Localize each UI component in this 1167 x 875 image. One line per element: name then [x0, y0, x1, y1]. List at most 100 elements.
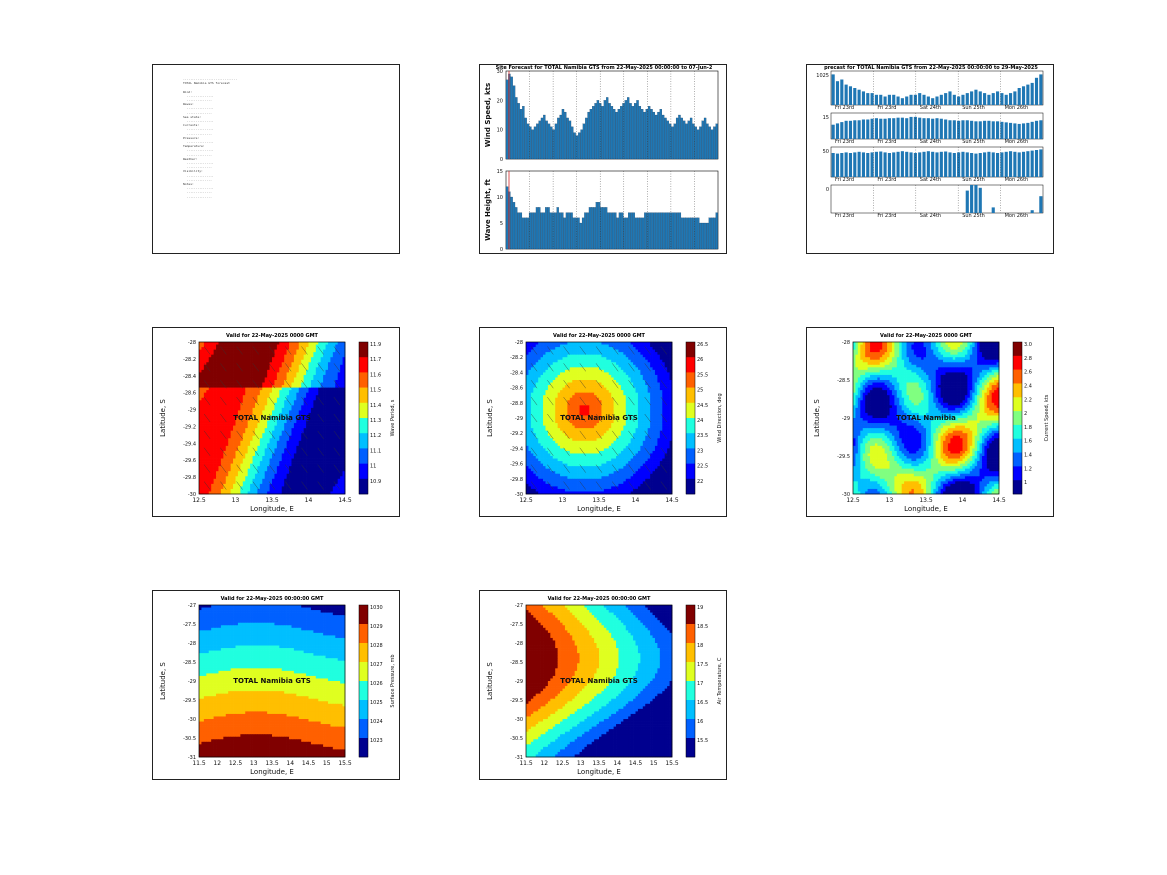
bar	[857, 151, 861, 177]
wind-arrow	[628, 346, 635, 355]
y-tick-label: -31	[188, 755, 196, 761]
wind-arrow	[612, 363, 619, 372]
bar	[831, 124, 835, 139]
wind-arrow	[547, 464, 554, 473]
bar	[1008, 122, 1013, 139]
bar	[595, 202, 599, 250]
bar	[654, 114, 658, 160]
bar	[944, 93, 948, 105]
wind-arrow	[660, 346, 668, 355]
x-axis-label: Longitude, E	[577, 505, 621, 513]
wind-arrow	[252, 464, 259, 473]
bar	[547, 123, 551, 160]
bar	[1013, 91, 1017, 105]
bar	[844, 84, 848, 105]
bar	[848, 86, 853, 105]
bar	[874, 151, 878, 177]
y-tick-label: -30.5	[183, 736, 196, 742]
bar	[713, 217, 716, 250]
bar	[974, 185, 978, 213]
y-tick-label: -29.6	[183, 458, 196, 464]
wind-arrow	[236, 396, 243, 406]
bar	[536, 123, 539, 160]
y-tick-label: 30	[497, 69, 503, 75]
colorbar-tick-label: 17	[697, 681, 703, 687]
bar	[970, 91, 974, 105]
colorbar-tick-label: 16.5	[697, 700, 708, 706]
bar	[1030, 121, 1034, 139]
x-axis-label: Longitude, E	[904, 505, 948, 513]
x-tick-label: 13	[250, 760, 258, 767]
colorbar-tick-label: 3.0	[1024, 342, 1032, 348]
colorbar-tick-label: 10.9	[370, 479, 381, 485]
bar	[948, 120, 952, 139]
colorbar-segment	[359, 681, 368, 701]
wind-direction-map: Valid for 22-May-2025 0000 GMT TOTAL Nami…	[486, 333, 723, 513]
wind-arrow	[301, 396, 308, 406]
wind-arrow	[252, 430, 259, 440]
y-tick-label: 5	[500, 221, 503, 227]
bar	[568, 212, 571, 250]
wind-arrow	[595, 363, 603, 372]
bar	[581, 217, 585, 250]
bar	[905, 96, 909, 105]
colorbar-tick-label: 25	[697, 388, 703, 394]
bar	[601, 106, 604, 160]
bar	[1034, 77, 1039, 105]
bar	[526, 123, 530, 160]
bar	[948, 91, 952, 105]
bar	[660, 212, 663, 250]
colorbar-segment	[686, 624, 695, 644]
wind-arrow	[547, 481, 554, 490]
wind-arrow	[547, 447, 554, 456]
bar	[559, 114, 562, 160]
bar	[535, 207, 539, 250]
bar	[685, 217, 688, 250]
bar	[1021, 123, 1026, 139]
colorbar-segment	[359, 700, 368, 720]
wind-arrow	[612, 447, 619, 456]
bar	[1039, 196, 1043, 213]
wind-arrow	[628, 396, 635, 406]
y-tick-label: 10	[497, 195, 503, 201]
wind-arrow	[252, 346, 259, 355]
wind-arrow	[530, 363, 538, 372]
bar	[694, 126, 697, 160]
bar	[931, 118, 935, 139]
bar	[896, 96, 900, 105]
bar	[662, 212, 665, 250]
wind-arrow	[660, 380, 668, 389]
bar	[1008, 93, 1013, 105]
bar	[957, 120, 961, 139]
bar	[589, 109, 593, 160]
bar	[835, 153, 840, 177]
bar	[926, 151, 930, 177]
bar	[708, 217, 711, 250]
bar	[531, 212, 534, 250]
bar	[554, 123, 558, 160]
bar	[835, 123, 840, 139]
wind-arrow	[644, 413, 651, 423]
x-axis-label: Longitude, E	[250, 505, 294, 513]
day-label: Fri 23rd	[835, 105, 854, 111]
wind-arrow	[301, 346, 308, 355]
y-tick-label: -29.5	[183, 698, 196, 704]
day-label: Sun 25th	[962, 139, 985, 145]
wave-period-map-panel: Valid for 22-May-2025 0000 GMT TOTAL Nami…	[152, 327, 400, 517]
bar	[844, 120, 848, 139]
wind-wave-bar-panel: Site Forecast for TOTAL Namibia GTS from…	[479, 64, 727, 254]
bar	[926, 118, 930, 139]
wind-arrow	[530, 346, 538, 355]
bar	[861, 152, 866, 177]
y-tick-label: -30	[188, 717, 196, 723]
y-tick-label: -29.5	[510, 698, 523, 704]
wind-arrow	[220, 464, 227, 473]
x-tick-label: 14	[286, 760, 294, 767]
x-tick-label: 11.5	[192, 760, 206, 767]
bar	[918, 93, 922, 105]
plot-area	[830, 184, 1044, 214]
x-tick-label: 13.5	[265, 760, 279, 767]
bar	[558, 212, 562, 250]
bar	[522, 106, 525, 160]
bar	[1030, 150, 1034, 177]
